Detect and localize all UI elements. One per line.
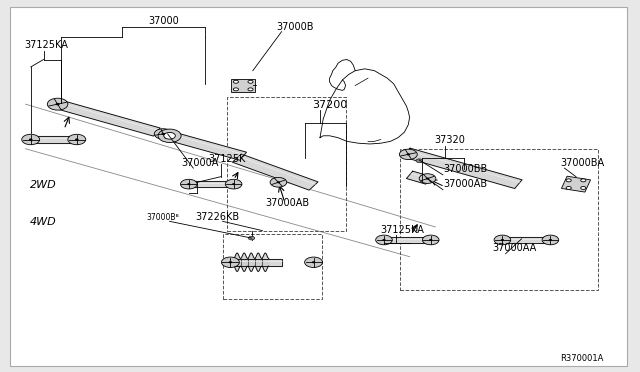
Circle shape bbox=[248, 88, 253, 91]
Circle shape bbox=[580, 186, 586, 189]
Circle shape bbox=[22, 134, 40, 145]
Circle shape bbox=[248, 80, 253, 83]
Circle shape bbox=[276, 181, 280, 183]
Circle shape bbox=[429, 239, 433, 241]
Text: 37000: 37000 bbox=[148, 16, 179, 26]
Bar bbox=[223, 234, 322, 299]
Text: 37125KA: 37125KA bbox=[381, 224, 425, 234]
Text: 37000Bᴮ: 37000Bᴮ bbox=[146, 213, 179, 222]
Polygon shape bbox=[234, 253, 269, 272]
Circle shape bbox=[419, 174, 436, 183]
Circle shape bbox=[248, 236, 255, 240]
Circle shape bbox=[187, 183, 191, 185]
Polygon shape bbox=[54, 100, 160, 136]
Circle shape bbox=[312, 261, 316, 263]
Circle shape bbox=[234, 88, 239, 91]
Circle shape bbox=[566, 186, 572, 189]
Circle shape bbox=[426, 177, 429, 180]
Text: 37000AB: 37000AB bbox=[266, 198, 310, 208]
Text: R370001A: R370001A bbox=[560, 354, 604, 363]
Circle shape bbox=[580, 179, 586, 182]
Text: 37000AB: 37000AB bbox=[444, 179, 488, 189]
Circle shape bbox=[225, 179, 242, 189]
Text: 37125K: 37125K bbox=[209, 154, 246, 164]
Circle shape bbox=[494, 235, 511, 245]
Circle shape bbox=[270, 177, 287, 187]
Circle shape bbox=[228, 261, 232, 263]
Bar bbox=[561, 176, 591, 192]
Polygon shape bbox=[230, 259, 282, 266]
Circle shape bbox=[376, 235, 392, 245]
Circle shape bbox=[180, 179, 197, 189]
Circle shape bbox=[406, 153, 410, 155]
Circle shape bbox=[416, 159, 422, 163]
Circle shape bbox=[161, 133, 165, 135]
Polygon shape bbox=[31, 136, 77, 143]
Circle shape bbox=[422, 235, 439, 245]
Text: 37200: 37200 bbox=[312, 100, 348, 110]
Polygon shape bbox=[189, 181, 234, 187]
Polygon shape bbox=[173, 134, 246, 160]
Text: 4WD: 4WD bbox=[30, 217, 57, 227]
Circle shape bbox=[68, 134, 86, 145]
Circle shape bbox=[234, 80, 239, 83]
Text: 37125KA: 37125KA bbox=[24, 40, 68, 50]
Bar bbox=[227, 97, 346, 231]
Text: 37000AA: 37000AA bbox=[493, 243, 537, 253]
Polygon shape bbox=[502, 237, 550, 243]
Text: 37000A: 37000A bbox=[181, 157, 218, 167]
Circle shape bbox=[75, 138, 79, 141]
Circle shape bbox=[500, 239, 504, 241]
Text: 37000B: 37000B bbox=[276, 22, 314, 32]
Text: 37226KB: 37226KB bbox=[195, 212, 239, 222]
Text: 37320: 37320 bbox=[434, 135, 465, 145]
Text: 37000BB: 37000BB bbox=[444, 164, 488, 174]
Circle shape bbox=[566, 179, 572, 182]
Circle shape bbox=[548, 239, 552, 241]
Bar bbox=[231, 79, 255, 92]
Circle shape bbox=[164, 132, 175, 139]
Circle shape bbox=[232, 183, 236, 185]
Polygon shape bbox=[232, 154, 318, 190]
Circle shape bbox=[542, 235, 559, 245]
Circle shape bbox=[47, 98, 68, 110]
Circle shape bbox=[399, 149, 417, 160]
Polygon shape bbox=[403, 148, 522, 189]
Circle shape bbox=[158, 129, 181, 142]
Circle shape bbox=[154, 129, 172, 139]
Circle shape bbox=[382, 239, 386, 241]
Circle shape bbox=[29, 138, 33, 141]
Text: 2WD: 2WD bbox=[30, 180, 57, 190]
Bar bbox=[400, 149, 598, 290]
Circle shape bbox=[56, 103, 60, 105]
Circle shape bbox=[305, 257, 323, 267]
Circle shape bbox=[221, 257, 239, 267]
Text: 37000BA: 37000BA bbox=[561, 157, 605, 167]
Polygon shape bbox=[384, 237, 432, 243]
Polygon shape bbox=[406, 171, 432, 184]
